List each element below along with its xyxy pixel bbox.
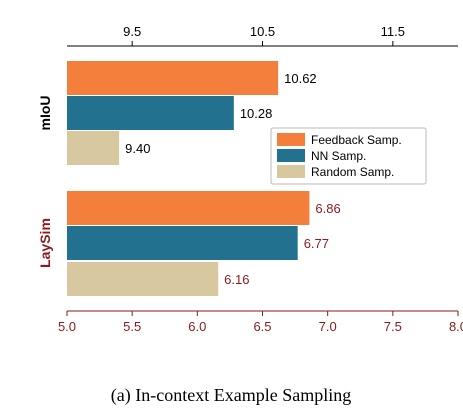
legend-box xyxy=(270,127,427,185)
legend-swatch xyxy=(277,149,305,162)
bottom-axis-tick-label: 5.0 xyxy=(58,319,76,334)
miou-value-label: 9.40 xyxy=(125,141,150,156)
legend-swatch xyxy=(277,133,305,146)
bottom-axis-tick-label: 8.0 xyxy=(449,319,463,334)
laysim-value-label: 6.16 xyxy=(224,272,249,287)
top-axis-tick-label: 9.5 xyxy=(123,24,141,39)
top-axis-tick-label: 10.5 xyxy=(250,24,275,39)
bottom-axis-tick-label: 7.0 xyxy=(319,319,337,334)
miou-value-label: 10.62 xyxy=(284,71,317,86)
miou-bar xyxy=(67,96,234,130)
laysim-bar xyxy=(67,226,298,260)
top-axis-tick-label: 11.5 xyxy=(381,24,405,39)
laysim-bar xyxy=(67,262,219,296)
laysim-value-label: 6.77 xyxy=(304,236,329,251)
miou-bar xyxy=(67,61,279,95)
miou-panel-label: mIoU xyxy=(37,96,53,131)
legend-label: NN Samp. xyxy=(311,149,366,163)
bottom-axis-tick-label: 7.5 xyxy=(384,319,402,334)
bottom-axis-tick-label: 6.5 xyxy=(253,319,271,334)
laysim-value-label: 6.86 xyxy=(315,201,340,216)
miou-bar xyxy=(67,131,120,165)
laysim-panel-label: LaySim xyxy=(37,218,53,268)
figure-caption: (a) In-context Example Sampling xyxy=(111,385,351,406)
miou-value-label: 10.28 xyxy=(240,106,273,121)
legend-swatch xyxy=(277,165,305,178)
bottom-axis-tick-label: 5.5 xyxy=(123,319,141,334)
legend-label: Feedback Samp. xyxy=(311,133,402,147)
legend-label: Random Samp. xyxy=(311,165,394,179)
laysim-bar xyxy=(67,191,310,225)
bottom-axis-tick-label: 6.0 xyxy=(188,319,206,334)
